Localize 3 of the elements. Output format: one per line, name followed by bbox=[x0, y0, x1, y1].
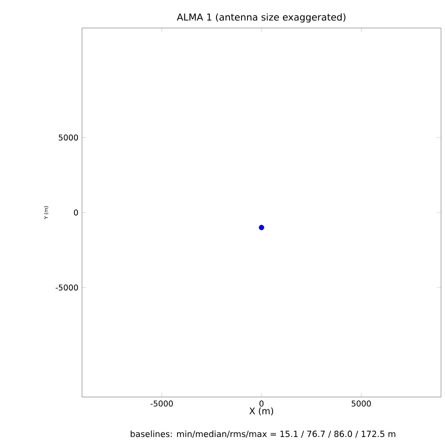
x-axis-title: X (m) bbox=[249, 407, 274, 416]
chart-title: ALMA 1 (antenna size exaggerated) bbox=[176, 13, 346, 22]
text: baselines: min/median/rms/max = 15.1 / 76.7 / 86.0 / 172.5 m bbox=[130, 430, 396, 438]
